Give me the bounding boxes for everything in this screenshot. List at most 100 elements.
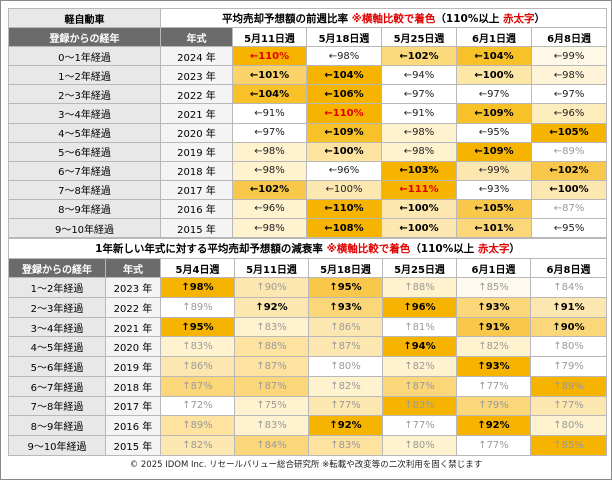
ratio-cell: ↑82% — [456, 336, 531, 358]
age-label: 0〜1年経過 — [8, 46, 161, 67]
ratio-cell: ←97% — [232, 122, 307, 143]
title-part: ※横軸比較で着色 — [351, 12, 436, 25]
age-label: 9〜10年経過 — [8, 434, 106, 456]
ratio-cell: ←100% — [381, 198, 457, 220]
ratio-cell: ←96% — [530, 103, 608, 124]
ratio-cell: ↑92% — [456, 415, 531, 436]
ratio-cell: ←100% — [530, 179, 608, 200]
ratio-cell: ←94% — [381, 65, 457, 86]
ratio-cell: ←110% — [232, 46, 307, 67]
ratio-cell: ←98% — [381, 122, 457, 143]
ratio-cell: ←104% — [306, 65, 382, 86]
age-label: 1〜2年経過 — [8, 277, 106, 299]
ratio-cell: ←99% — [456, 160, 532, 181]
table-title: 平均売却予想額の前週比率 ※横軸比較で着色（110%以上 赤太字） — [159, 7, 608, 29]
ratio-cell: ↑98% — [160, 277, 235, 299]
model-year: 2023 年 — [160, 65, 233, 86]
ratio-cell: ←98% — [232, 160, 307, 181]
ratio-cell: ↑95% — [160, 316, 235, 338]
ratio-cell: ←105% — [456, 198, 532, 220]
ratio-cell: ↑77% — [308, 395, 383, 417]
header-row: 登録からの経年 年式 5月11日週 5月18日週 5月25日週 6月1日週 6月8日週 — [8, 27, 608, 48]
age-label: 3〜4年経過 — [8, 103, 161, 124]
ratio-cell: ←100% — [306, 179, 382, 200]
model-year: 2018 年 — [160, 160, 233, 181]
model-year: 2022 年 — [105, 297, 161, 318]
age-label: 4〜5年経過 — [8, 122, 161, 143]
ratio-cell: ←103% — [381, 160, 457, 181]
title-part: 1年新しい年式に対する平均売却予想額の減衰率 — [95, 242, 327, 255]
ratio-cell: ←98% — [232, 141, 307, 162]
model-year: 2015 年 — [105, 434, 161, 456]
ratio-cell: ←99% — [530, 46, 608, 67]
ratio-cell: ←111% — [381, 179, 457, 200]
data-row: 1〜2年経過 2023 年 ←101% ←104% ←94% ←100% ←98% — [8, 65, 608, 86]
data-row: 7〜8年経過 2017 年 ↑72% ↑75% ↑77% ↑83% ↑79% ↑77% — [8, 395, 608, 417]
ratio-cell: ←98% — [306, 46, 382, 67]
ratio-cell: ↑83% — [160, 336, 235, 358]
ratio-cell: ↑95% — [308, 277, 383, 299]
data-row: 9〜10年経過 2015 年 ←98% ←108% ←100% ←101% ←95% — [8, 218, 608, 239]
column-header: 6月8日週 — [530, 27, 608, 48]
ratio-cell: ←96% — [306, 160, 382, 181]
title-row: 軽自動車 平均売却予想額の前週比率 ※横軸比較で着色（110%以上 赤太字） — [8, 7, 608, 29]
model-year: 2019 年 — [160, 141, 233, 162]
ratio-cell: ↑89% — [529, 375, 608, 397]
ratio-cell: ←109% — [456, 141, 532, 162]
age-label: 7〜8年経過 — [8, 179, 161, 200]
ratio-cell: ↑82% — [160, 434, 235, 456]
ratio-cell: ←110% — [306, 198, 382, 220]
ratio-cell: ↑82% — [382, 356, 457, 377]
column-header: 5月25日週 — [382, 257, 457, 279]
title-part: （110%以上 — [435, 12, 504, 25]
ratio-cell: ↑77% — [529, 395, 608, 417]
model-year: 2015 年 — [160, 218, 233, 239]
column-header: 5月18日週 — [308, 257, 383, 279]
model-year: 2017 年 — [160, 179, 233, 200]
model-year: 2017 年 — [105, 395, 161, 417]
column-header: 登録からの経年 — [8, 27, 161, 48]
ratio-cell: ↑92% — [234, 297, 309, 318]
column-header: 登録からの経年 — [8, 257, 106, 279]
age-label: 1〜2年経過 — [8, 65, 161, 86]
data-row: 1〜2年経過 2023 年 ↑98% ↑90% ↑95% ↑88% ↑85% ↑84% — [8, 277, 608, 299]
weekly-ratio-table: 軽自動車 平均売却予想額の前週比率 ※横軸比較で着色（110%以上 赤太字） 登録か… — [8, 7, 608, 239]
data-row: 5〜6年経過 2019 年 ↑86% ↑87% ↑80% ↑82% ↑93% ↑79% — [8, 356, 608, 377]
column-header: 5月18日週 — [306, 27, 382, 48]
model-year: 2020 年 — [105, 336, 161, 358]
ratio-cell: ←110% — [306, 103, 382, 124]
age-label: 5〜6年経過 — [8, 141, 161, 162]
ratio-cell: ↑93% — [308, 297, 383, 318]
ratio-cell: ↑77% — [456, 434, 531, 456]
title-part: ※横軸比較で着色 — [326, 242, 411, 255]
column-header: 5月4日週 — [160, 257, 235, 279]
ratio-cell: ↑77% — [456, 375, 531, 397]
column-header: 5月11日週 — [234, 257, 309, 279]
ratio-cell: ↑93% — [456, 356, 531, 377]
header-row: 登録からの経年 年式 5月4日週 5月11日週 5月18日週 5月25日週 6月1日週 6月8… — [8, 257, 608, 279]
data-row: 4〜5年経過 2020 年 ↑83% ↑88% ↑87% ↑94% ↑82% ↑80% — [8, 336, 608, 358]
ratio-cell: ↑82% — [308, 375, 383, 397]
ratio-cell: ↑93% — [456, 297, 531, 318]
ratio-cell: ←104% — [456, 46, 532, 67]
age-label: 9〜10年経過 — [8, 218, 161, 239]
model-year: 2016 年 — [160, 198, 233, 220]
decay-rate-table: 1年新しい年式に対する平均売却予想額の減衰率 ※横軸比較で着色（110%以上 赤… — [7, 238, 608, 456]
ratio-cell: ←96% — [232, 198, 307, 220]
ratio-cell: ↑83% — [308, 434, 383, 456]
ratio-cell: ↑89% — [160, 297, 235, 318]
ratio-cell: ←97% — [456, 84, 532, 105]
column-header: 6月1日週 — [456, 257, 531, 279]
ratio-cell: ↑80% — [308, 356, 383, 377]
ratio-cell: ↑83% — [234, 316, 309, 338]
age-label: 7〜8年経過 — [8, 395, 106, 417]
ratio-cell: ←100% — [381, 218, 457, 239]
ratio-cell: ←105% — [530, 122, 608, 143]
data-row: 7〜8年経過 2017 年 ←102% ←100% ←111% ←93% ←100% — [8, 179, 608, 200]
ratio-cell: ↑83% — [382, 395, 457, 417]
data-row: 3〜4年経過 2021 年 ↑95% ↑83% ↑86% ↑81% ↑91% ↑90% — [8, 316, 608, 338]
data-row: 8〜9年経過 2016 年 ↑89% ↑83% ↑92% ↑77% ↑92% ↑80% — [8, 415, 608, 436]
ratio-cell: ←102% — [232, 179, 307, 200]
ratio-cell: ↑72% — [160, 395, 235, 417]
